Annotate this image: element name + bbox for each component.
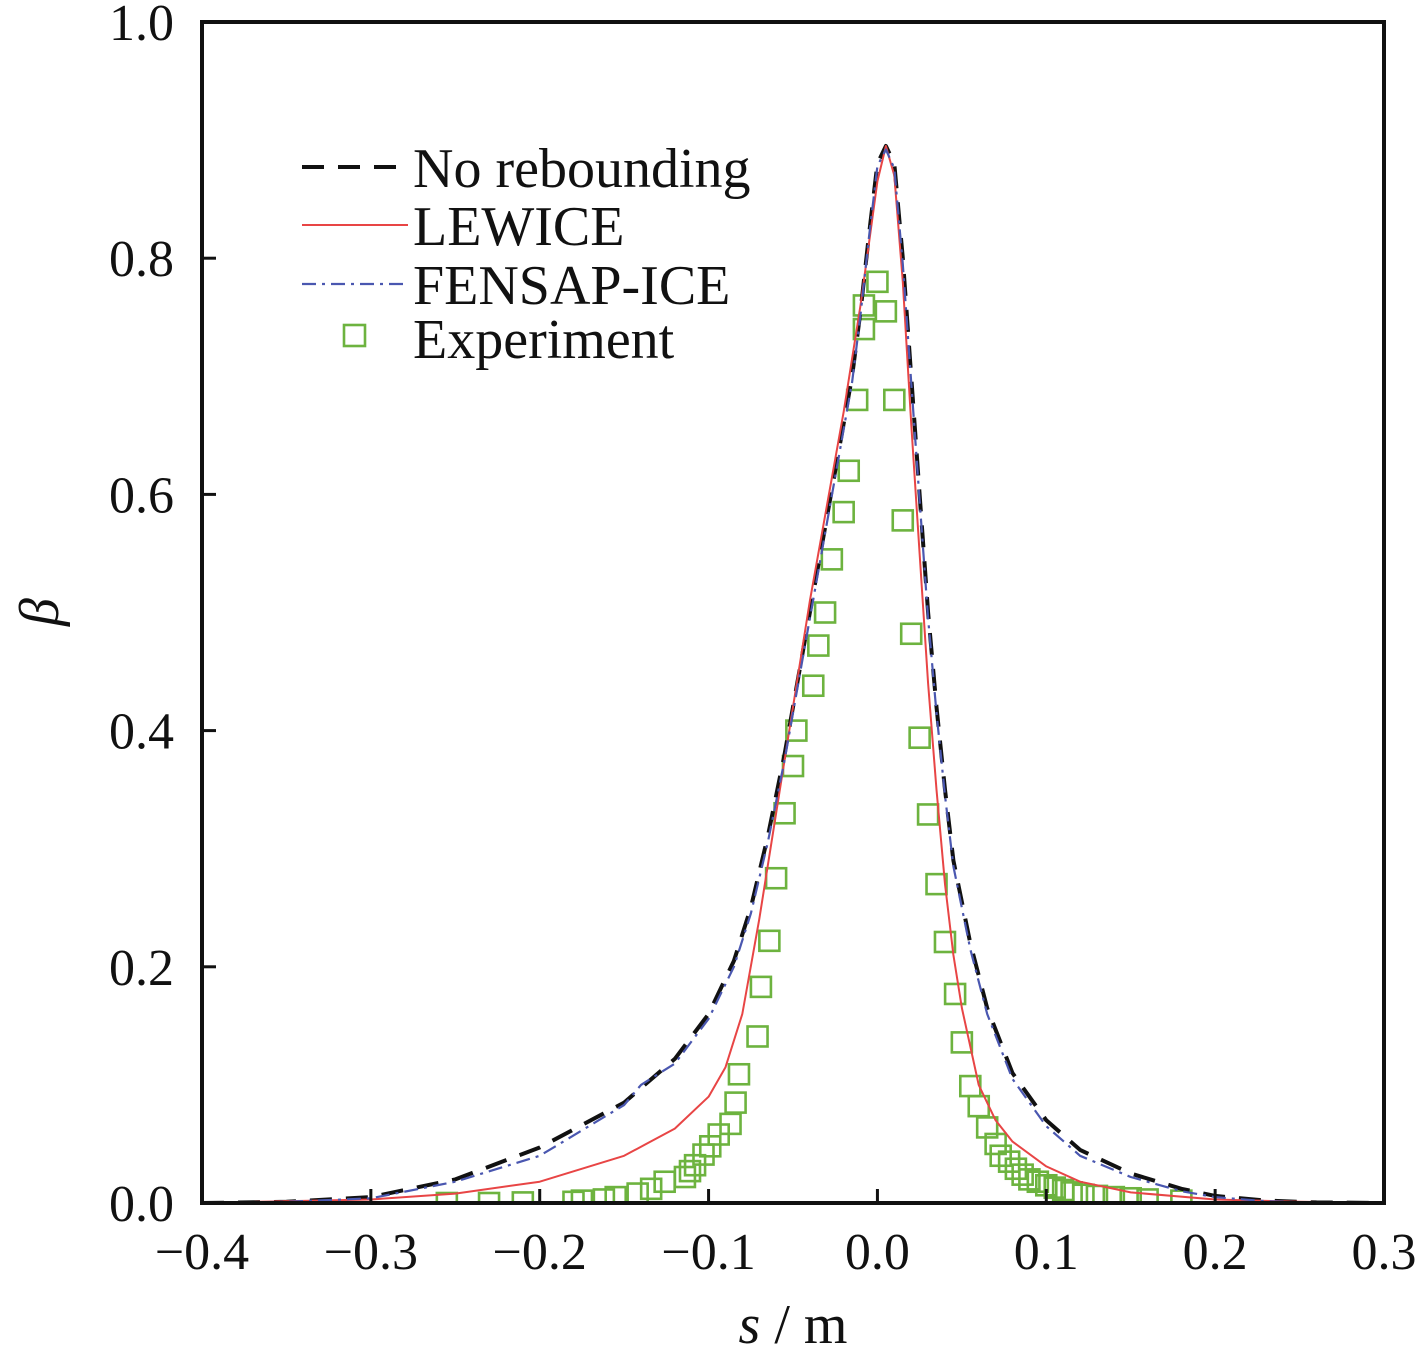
- series-fensap-ice-line: [202, 148, 1384, 1203]
- experiment-point: [1011, 1163, 1034, 1186]
- experiment-point: [639, 1177, 663, 1201]
- experiment-point: [891, 509, 915, 532]
- x-tick-label: 0.2: [1183, 1224, 1248, 1281]
- y-tick-label: 0.8: [109, 231, 174, 288]
- experiment-point: [1043, 1176, 1067, 1199]
- experiment-point: [807, 634, 830, 657]
- experiment-point: [916, 803, 940, 826]
- y-tick-label: 1.0: [109, 0, 174, 52]
- experiment-point: [1018, 1168, 1041, 1191]
- experiment-point: [1136, 1188, 1159, 1203]
- y-axis-label: β: [9, 598, 71, 627]
- experiment-point: [874, 300, 898, 323]
- experiment-point: [852, 317, 876, 341]
- series-experiment: [435, 270, 1193, 1203]
- legend-label: LEWICE: [413, 196, 624, 258]
- y-tick-label: 0.6: [109, 467, 174, 524]
- experiment-point: [764, 866, 788, 890]
- experiment-point: [925, 872, 948, 896]
- x-tick-label: 0.3: [1352, 1224, 1417, 1281]
- x-tick-label: −0.3: [324, 1224, 418, 1281]
- experiment-point: [570, 1189, 594, 1203]
- y-tick-label: 0.4: [109, 704, 174, 761]
- x-tick-label: 0.1: [1014, 1224, 1079, 1281]
- plot-frame: [200, 20, 1386, 1205]
- experiment-point: [933, 930, 957, 954]
- legend-entry-experiment: Experiment: [342, 309, 675, 371]
- experiment-point: [883, 388, 906, 412]
- experiment-point: [832, 500, 855, 524]
- x-axis-unit: / m: [760, 1294, 847, 1356]
- experiment-point: [477, 1191, 501, 1203]
- experiment-point: [626, 1182, 649, 1203]
- experiment-point: [604, 1185, 628, 1203]
- experiment-point: [820, 548, 844, 571]
- x-axis-var: s: [739, 1294, 761, 1356]
- experiment-point: [1026, 1170, 1050, 1194]
- experiment-point: [975, 1116, 999, 1139]
- legend-entry-no-rebounding: No rebounding: [302, 138, 751, 200]
- experiment-point: [678, 1159, 702, 1183]
- x-tick-label: 0.0: [845, 1224, 910, 1281]
- experiment-point: [984, 1132, 1007, 1156]
- experiment-point: [866, 270, 889, 294]
- series-layer: [202, 144, 1384, 1203]
- experiment-point: [592, 1188, 616, 1203]
- experiment-point: [435, 1191, 459, 1203]
- experiment-point: [758, 929, 781, 953]
- legend-label: FENSAP-ICE: [413, 255, 730, 317]
- experiment-point: [813, 601, 837, 624]
- legend-label: Experiment: [413, 309, 675, 371]
- experiment-point: [749, 975, 773, 999]
- experiment-point: [724, 1091, 747, 1114]
- experiment-point: [950, 1031, 974, 1054]
- experiment-point: [899, 622, 923, 646]
- experiment-point: [781, 754, 805, 778]
- legend-entry-fensap-ice: FENSAP-ICE: [302, 255, 730, 317]
- ticks-layer: −0.4 −0.3 −0.2 −0.1 0.0 0.1 0.2 0.3 0.0 0.2 0.4 0.6…: [109, 0, 1417, 1281]
- experiment-point: [785, 719, 808, 742]
- y-tick-label: 0.0: [109, 1176, 174, 1233]
- experiment-point: [698, 1135, 722, 1158]
- experiment-point: [943, 982, 967, 1006]
- series-lewice-line: [202, 145, 1384, 1203]
- x-tick-label: −0.4: [155, 1224, 249, 1281]
- experiment-point: [707, 1123, 731, 1146]
- experiment-point: [1072, 1183, 1095, 1203]
- experiment-point: [908, 726, 931, 749]
- legend-marker: [342, 323, 367, 348]
- experiment-point: [837, 459, 861, 483]
- experiment-point: [653, 1170, 676, 1194]
- experiment-point: [1102, 1185, 1126, 1203]
- x-tick-label: −0.1: [661, 1224, 755, 1281]
- series-no-rebounding-line: [202, 144, 1384, 1203]
- experiment-point: [746, 1025, 769, 1048]
- legend-label: No rebounding: [413, 138, 751, 200]
- experiment-point: [997, 1150, 1021, 1173]
- experiment-point: [727, 1062, 751, 1086]
- y-tick-label: 0.2: [109, 940, 174, 997]
- experiment-point: [989, 1144, 1012, 1168]
- experiment-point: [801, 674, 825, 698]
- legend-entry-lewice: LEWICE: [302, 196, 624, 258]
- experiment-point: [1170, 1189, 1193, 1203]
- x-axis-label: s / m: [739, 1294, 848, 1356]
- experiment-point: [1119, 1186, 1143, 1203]
- x-tick-label: −0.2: [493, 1224, 587, 1281]
